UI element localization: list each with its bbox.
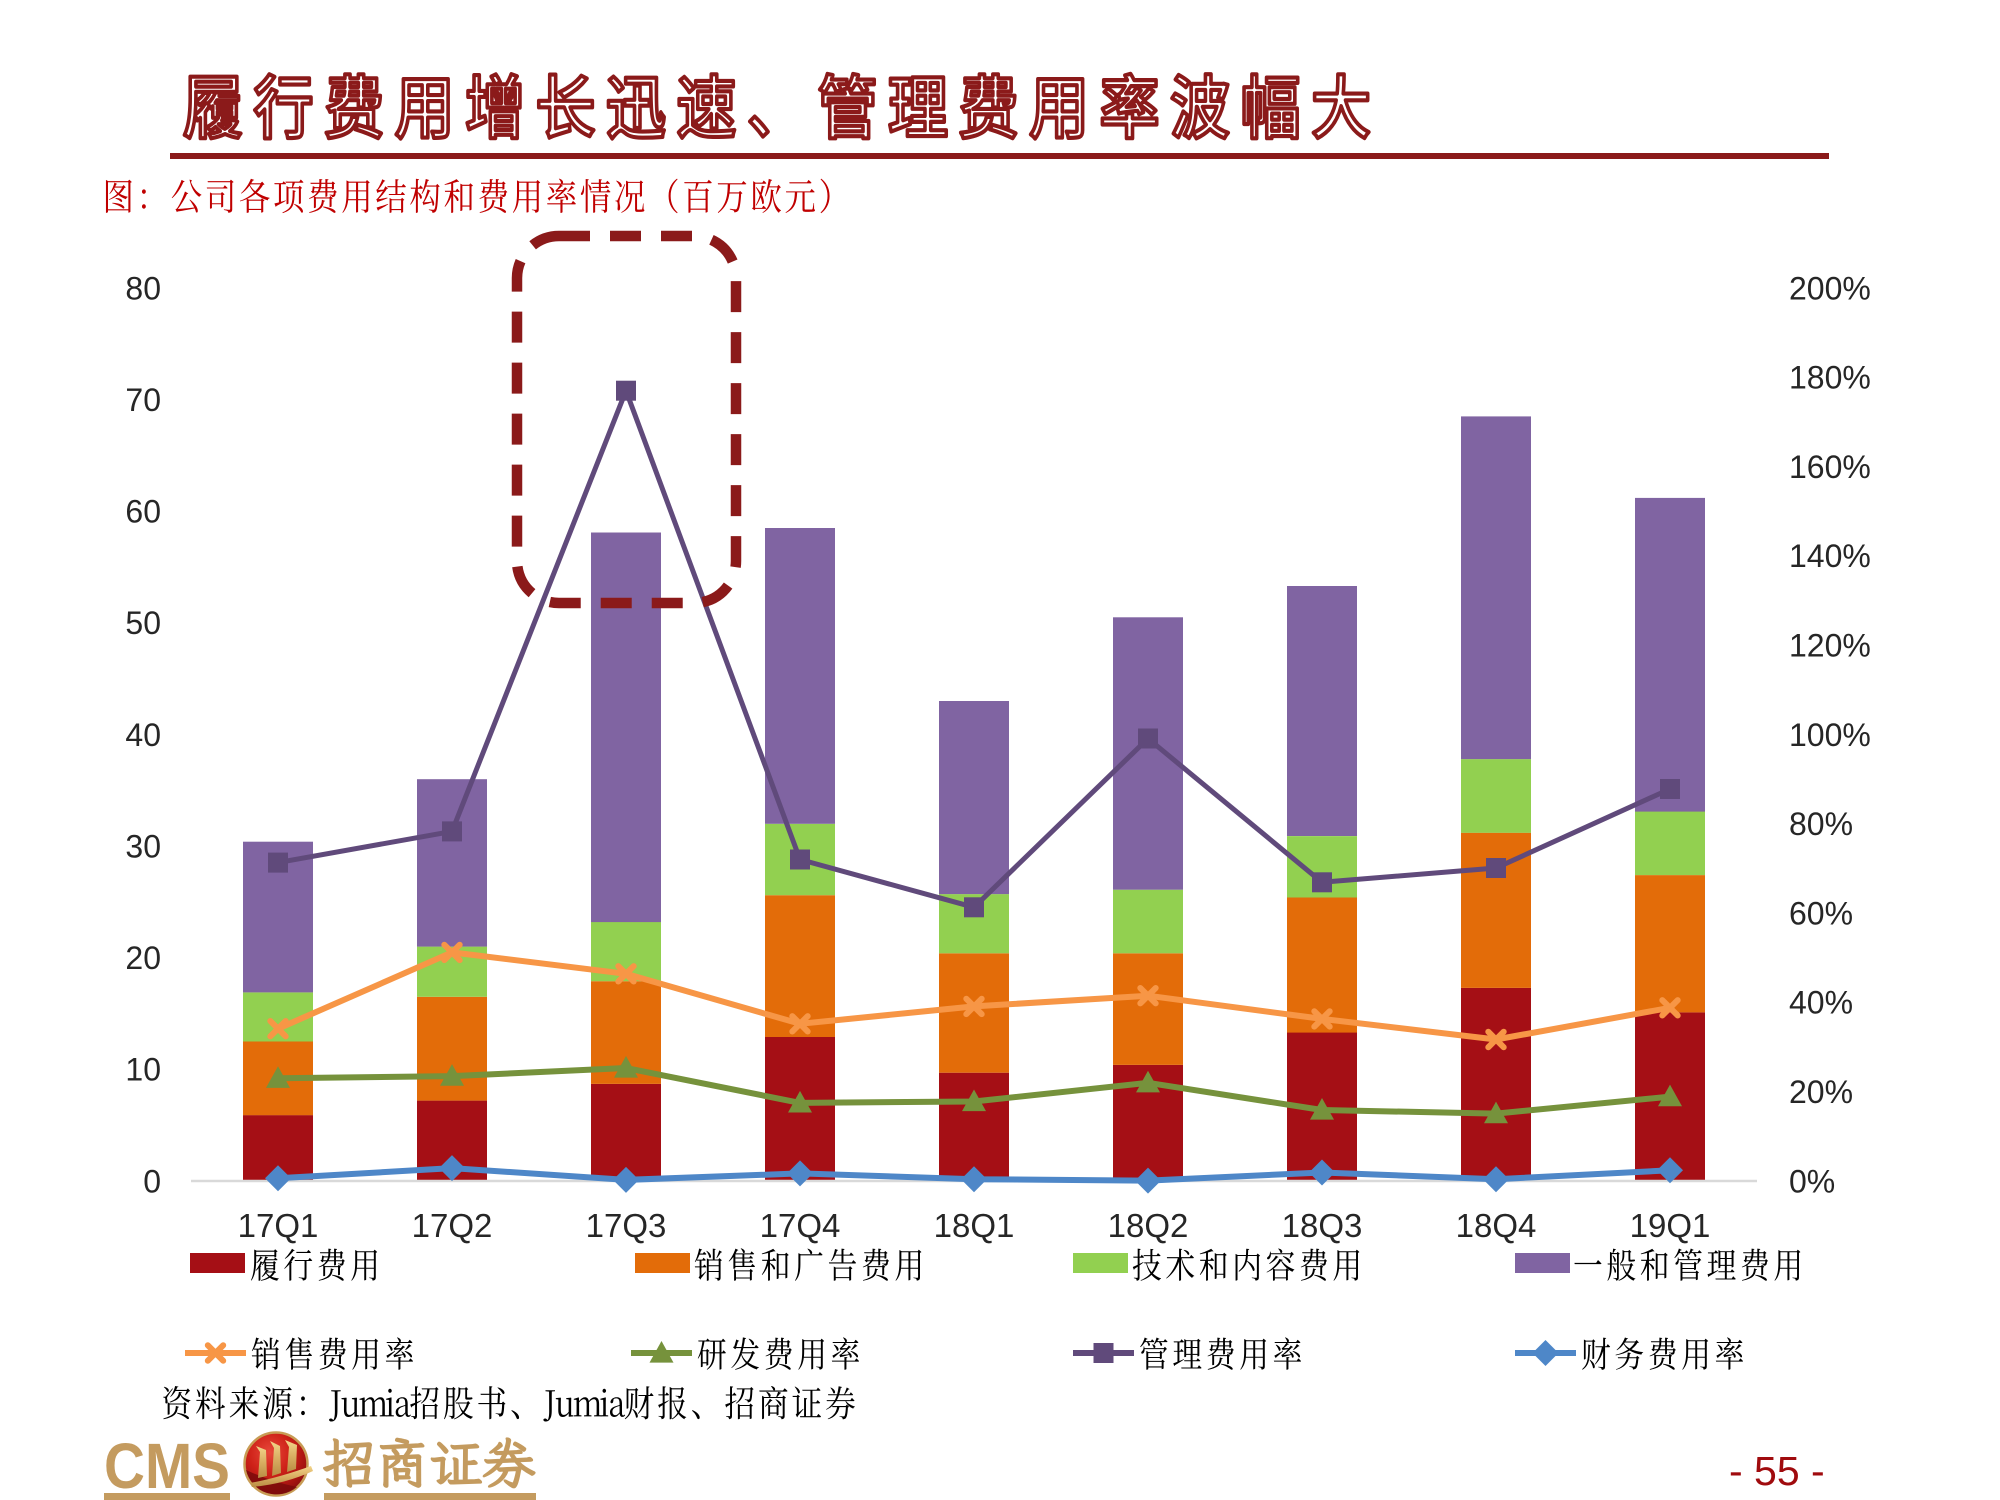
svg-text:80: 80 (125, 270, 161, 306)
svg-text:40%: 40% (1789, 985, 1853, 1021)
svg-text:30: 30 (125, 828, 161, 864)
svg-text:18Q1: 18Q1 (934, 1207, 1015, 1244)
svg-text:17Q2: 17Q2 (412, 1207, 493, 1244)
svg-text:18Q3: 18Q3 (1282, 1207, 1363, 1244)
svg-text:17Q4: 17Q4 (760, 1207, 841, 1244)
svg-text:140%: 140% (1789, 538, 1871, 574)
svg-text:0%: 0% (1789, 1163, 1835, 1199)
svg-text:40: 40 (125, 717, 161, 753)
svg-text:17Q3: 17Q3 (586, 1207, 667, 1244)
svg-text:100%: 100% (1789, 717, 1871, 753)
svg-text:50: 50 (125, 605, 161, 641)
svg-text:120%: 120% (1789, 628, 1871, 664)
svg-text:80%: 80% (1789, 806, 1853, 842)
svg-text:20%: 20% (1789, 1074, 1853, 1110)
svg-text:70: 70 (125, 382, 161, 418)
svg-text:60%: 60% (1789, 895, 1853, 931)
svg-text:19Q1: 19Q1 (1630, 1207, 1711, 1244)
svg-text:160%: 160% (1789, 449, 1871, 485)
svg-text:60: 60 (125, 494, 161, 530)
svg-text:10: 10 (125, 1052, 161, 1088)
svg-text:20: 20 (125, 940, 161, 976)
svg-text:CMS: CMS (104, 1430, 230, 1500)
svg-text:17Q1: 17Q1 (238, 1207, 319, 1244)
svg-text:0: 0 (143, 1163, 161, 1199)
svg-text:18Q4: 18Q4 (1456, 1207, 1537, 1244)
svg-text:200%: 200% (1789, 270, 1871, 306)
svg-text:18Q2: 18Q2 (1108, 1207, 1189, 1244)
svg-text:180%: 180% (1789, 360, 1871, 396)
svg-text:- 55 -: - 55 - (1729, 1448, 1825, 1494)
